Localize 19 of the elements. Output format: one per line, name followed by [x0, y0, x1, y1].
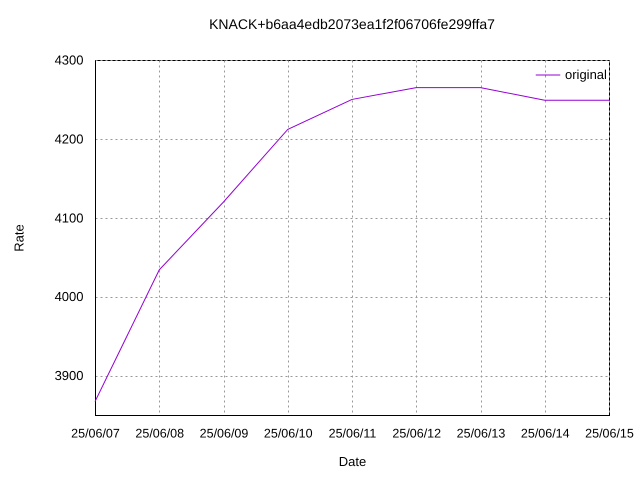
x-tick-label: 25/06/11 — [328, 426, 376, 440]
line-series — [94, 87, 610, 402]
y-tick-label: 4300 — [54, 52, 84, 68]
x-tick-label: 25/06/09 — [200, 426, 248, 440]
x-tick-label: 25/06/13 — [456, 426, 506, 440]
x-tick-label: 25/06/15 — [585, 426, 634, 440]
y-tick-label: 3900 — [54, 368, 84, 384]
y-tick-label: 4100 — [54, 210, 84, 226]
x-tick-label: 25/06/14 — [520, 426, 570, 440]
x-tick-label: 25/06/10 — [264, 426, 313, 440]
y-axis-title: Rate — [12, 224, 27, 252]
x-tick-label: 25/06/12 — [392, 426, 442, 440]
legend-label: original — [565, 67, 608, 82]
y-tick-label: 4200 — [54, 131, 84, 146]
y-tick-label: 4000 — [54, 289, 84, 304]
x-tick-label: 25/06/07 — [71, 426, 120, 440]
x-tick-label: 25/06/08 — [135, 426, 184, 440]
chart-title: KNACK+b6aa4edb2073ea1f2f06706fe299ffa7 — [209, 16, 496, 32]
x-axis-title: Date — [338, 454, 366, 469]
